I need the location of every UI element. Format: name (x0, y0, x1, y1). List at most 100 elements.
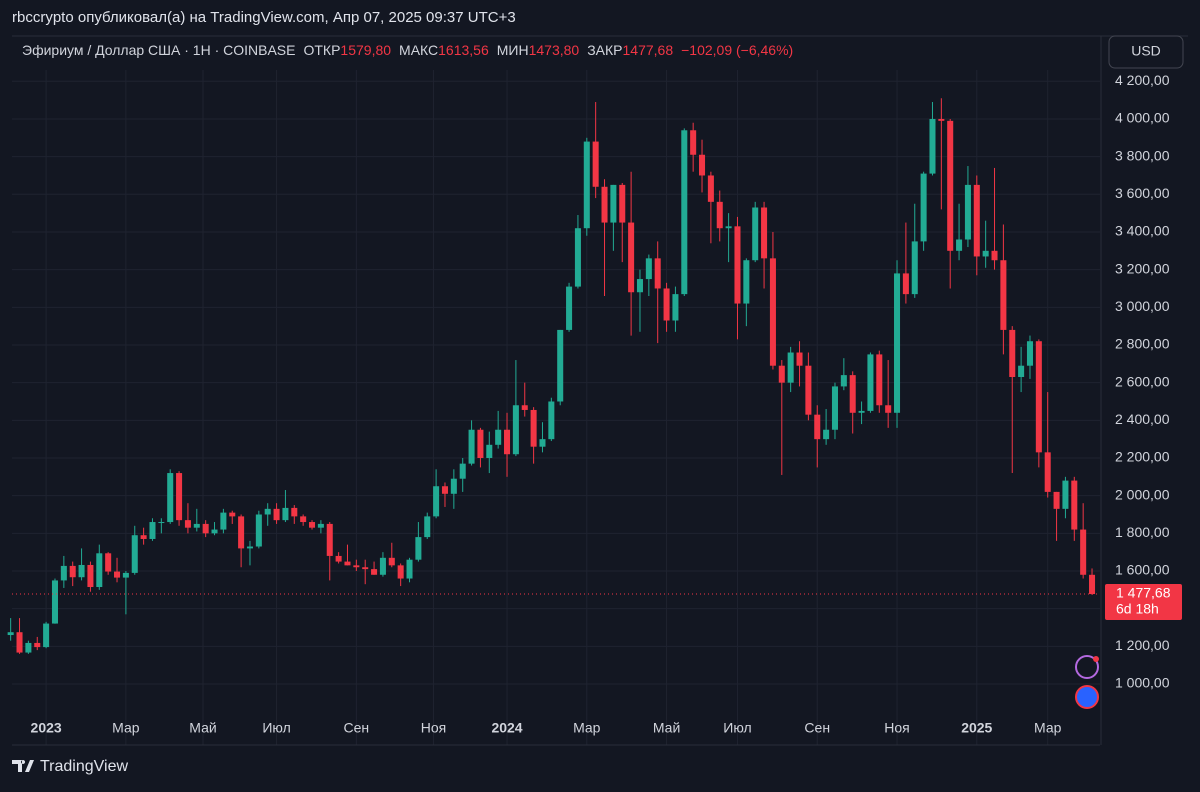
candle-body (831, 386, 838, 430)
y-tick-label: 3 600,00 (1115, 185, 1170, 201)
candle-body (973, 184, 980, 257)
candle-body (51, 580, 58, 624)
candle-body (566, 286, 573, 330)
candle-body (7, 632, 14, 636)
candle-body (486, 444, 493, 458)
candle-body (1026, 341, 1033, 366)
candle-body (982, 250, 989, 257)
candle-body (796, 352, 803, 366)
legend-field-value: 1579,80 (340, 42, 391, 58)
legend: Эфириум / Доллар США · 1Н · COINBASE ОТКР… (22, 42, 793, 58)
candle-body (1053, 491, 1060, 509)
candle-body (840, 375, 847, 387)
candle-body (246, 546, 253, 549)
legend-field-value: 1473,80 (529, 42, 580, 58)
y-tick-label: 3 400,00 (1115, 223, 1170, 239)
candle-body (628, 222, 635, 293)
candle-body (1000, 260, 1007, 330)
x-tick-label: 2025 (961, 720, 992, 736)
x-tick-label: 2023 (31, 720, 62, 736)
candle-body (557, 329, 564, 402)
currency: USD (1131, 43, 1161, 59)
candle-body (867, 354, 874, 411)
countdown: 6d 18h (1116, 601, 1159, 617)
x-tick-label: Ноя (421, 720, 446, 736)
candle-body (255, 514, 262, 547)
candle-body (43, 623, 50, 648)
change: −102,09 (−6,46%) (681, 42, 793, 58)
y-tick-label: 2 600,00 (1115, 373, 1170, 389)
candle-body (752, 207, 759, 261)
candle-body (530, 409, 537, 447)
candle-body (1080, 529, 1087, 575)
x-tick-label: 2024 (491, 720, 522, 736)
candle-body (885, 405, 892, 413)
candle-body (761, 207, 768, 259)
candle-body (25, 642, 32, 653)
candle-body (495, 429, 502, 445)
candle-body (238, 516, 245, 549)
candle-body (876, 354, 883, 406)
legend-field-name: ЗАКР (587, 42, 622, 58)
candle-body (947, 120, 954, 251)
candle-body (326, 523, 333, 556)
flag-icon[interactable] (1075, 685, 1099, 709)
candle-body (504, 429, 511, 455)
candle-body (220, 512, 227, 530)
candle-body (512, 405, 519, 455)
candle-body (769, 258, 776, 366)
y-tick-label: 3 000,00 (1115, 298, 1170, 314)
flash-icon[interactable] (1075, 655, 1099, 679)
candle-body (699, 154, 706, 176)
candle-body (424, 516, 431, 538)
candle-body (229, 512, 236, 517)
candle-body (184, 520, 191, 528)
candle-body (1009, 329, 1016, 378)
x-tick-label: Мар (112, 720, 140, 736)
candle-body (34, 642, 41, 648)
candle-body (902, 273, 909, 295)
candle-body (291, 507, 298, 517)
candle-body (140, 535, 147, 539)
header: rbccrypto опубликовал(а) на TradingView.… (12, 9, 516, 26)
candle-body (619, 184, 626, 223)
x-tick-label: Май (189, 720, 216, 736)
candle-body (1044, 452, 1051, 492)
candle-body (309, 522, 316, 528)
candle-body (991, 250, 998, 261)
candle-body (273, 508, 280, 521)
last-price-label: 1 477,68 (1116, 585, 1171, 601)
candle-body (894, 273, 901, 413)
candle-body (353, 565, 360, 568)
y-tick-label: 2 200,00 (1115, 449, 1170, 465)
x-tick-label: Ноя (884, 720, 909, 736)
candle-body (344, 561, 351, 566)
candle-body (725, 226, 732, 229)
candle-body (734, 226, 741, 304)
candle-body (1018, 365, 1025, 378)
candle-body (202, 523, 209, 534)
candle-body (441, 486, 448, 494)
candle-body (433, 486, 440, 517)
candle-body (158, 522, 165, 524)
legend-field-value: 1613,56 (438, 42, 489, 58)
candle-body (379, 557, 386, 575)
candle-body (716, 201, 723, 229)
candle-body (167, 473, 174, 523)
candle-body (920, 173, 927, 242)
candle-body (415, 537, 422, 560)
currency-box[interactable] (1108, 35, 1184, 69)
candle-body (574, 228, 581, 287)
x-tick-label: Июл (723, 720, 751, 736)
candle-body (654, 258, 661, 289)
candle-body (849, 375, 856, 413)
candle-body (1062, 480, 1069, 509)
candle-body (707, 175, 714, 202)
y-tick-label: 3 200,00 (1115, 260, 1170, 276)
legend-field-value: 1477,68 (623, 42, 674, 58)
candle-body (69, 565, 76, 578)
candle-body (636, 279, 643, 293)
candle-body (539, 439, 546, 447)
logo: TradingView (12, 758, 128, 775)
